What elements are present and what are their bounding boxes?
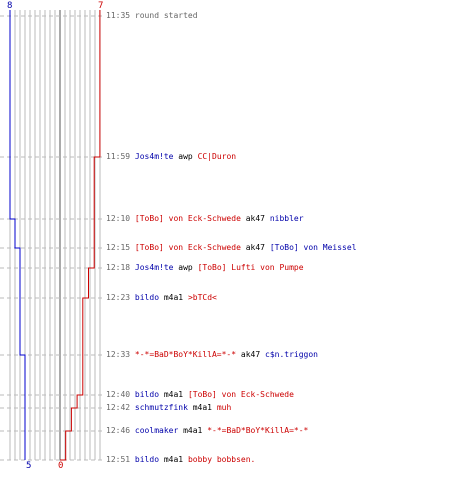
event-time: 11:59 — [106, 152, 131, 161]
event-killer: bildo — [134, 455, 160, 464]
event-killer: bildo — [134, 390, 160, 399]
event-status-text: round started — [134, 11, 198, 20]
event-time: 12:46 — [106, 426, 131, 435]
event-row: 12:23 bildo m4a1 >bTCd< — [106, 292, 217, 304]
event-time: 12:23 — [106, 293, 131, 302]
event-weapon: ak47 — [245, 243, 265, 252]
event-weapon: m4a1 — [163, 390, 184, 399]
event-weapon: awp — [178, 152, 193, 161]
event-time: 12:15 — [106, 243, 131, 252]
red-end-count: 0 — [58, 461, 64, 471]
event-time: 12:33 — [106, 350, 131, 359]
event-row: 12:51 bildo m4a1 bobby bobbsen. — [106, 454, 255, 466]
event-time: 12:42 — [106, 403, 131, 412]
event-row: 12:10 [ToBo] von Eck-Schwede ak47 nibble… — [106, 213, 304, 225]
event-weapon: ak47 — [245, 214, 265, 223]
event-row: 12:15 [ToBo] von Eck-Schwede ak47 [ToBo]… — [106, 242, 357, 254]
event-row: 12:33 *-*=BaD*BoY*KillA=*-* ak47 c$n.tri… — [106, 349, 318, 361]
event-victim: [ToBo] von Meissel — [269, 243, 357, 252]
event-victim: *-*=BaD*BoY*KillA=*-* — [207, 426, 309, 435]
event-victim: >bTCd< — [187, 293, 217, 302]
blue-end-count: 5 — [26, 461, 32, 471]
red-team-line — [60, 10, 101, 461]
event-killer: Jos4m!te — [134, 263, 174, 272]
event-killer: *-*=BaD*BoY*KillA=*-* — [134, 350, 237, 359]
event-row: 11:59 Jos4m!te awp CC|Duron — [106, 151, 236, 163]
event-row: 12:40 bildo m4a1 [ToBo] von Eck-Schwede — [106, 389, 294, 401]
event-time: 12:40 — [106, 390, 131, 399]
event-row: 12:42 schmutzfink m4a1 muh — [106, 402, 231, 414]
event-killer: bildo — [134, 293, 160, 302]
event-weapon: awp — [178, 263, 193, 272]
event-killer: schmutzfink — [134, 403, 188, 412]
event-killer: Jos4m!te — [134, 152, 174, 161]
event-killer: coolmaker — [134, 426, 179, 435]
event-weapon: m4a1 — [183, 426, 203, 435]
event-row: 11:35 round started — [106, 10, 198, 22]
event-row: 12:18 Jos4m!te awp [ToBo] Lufti von Pump… — [106, 262, 304, 274]
event-victim: [ToBo] von Eck-Schwede — [187, 390, 294, 399]
event-time: 12:51 — [106, 455, 131, 464]
event-killer: [ToBo] von Eck-Schwede — [134, 243, 241, 252]
event-victim: bobby bobbsen. — [187, 455, 256, 464]
event-time: 11:35 — [106, 11, 131, 20]
red-start-count: 7 — [98, 1, 104, 11]
event-time: 12:18 — [106, 263, 131, 272]
event-victim: c$n.triggon — [265, 350, 318, 359]
event-weapon: ak47 — [240, 350, 261, 359]
event-weapon: m4a1 — [163, 455, 184, 464]
blue-team-line — [9, 10, 26, 460]
event-victim: muh — [216, 403, 232, 412]
blue-start-count: 8 — [7, 1, 13, 11]
event-victim: CC|Duron — [197, 152, 237, 161]
event-weapon: m4a1 — [163, 293, 184, 302]
event-victim: [ToBo] Lufti von Pumpe — [197, 263, 304, 272]
event-row: 12:46 coolmaker m4a1 *-*=BaD*BoY*KillA=*… — [106, 425, 308, 437]
event-time: 12:10 — [106, 214, 131, 223]
event-weapon: m4a1 — [192, 403, 212, 412]
event-killer: [ToBo] von Eck-Schwede — [134, 214, 241, 223]
event-victim: nibbler — [269, 214, 304, 223]
